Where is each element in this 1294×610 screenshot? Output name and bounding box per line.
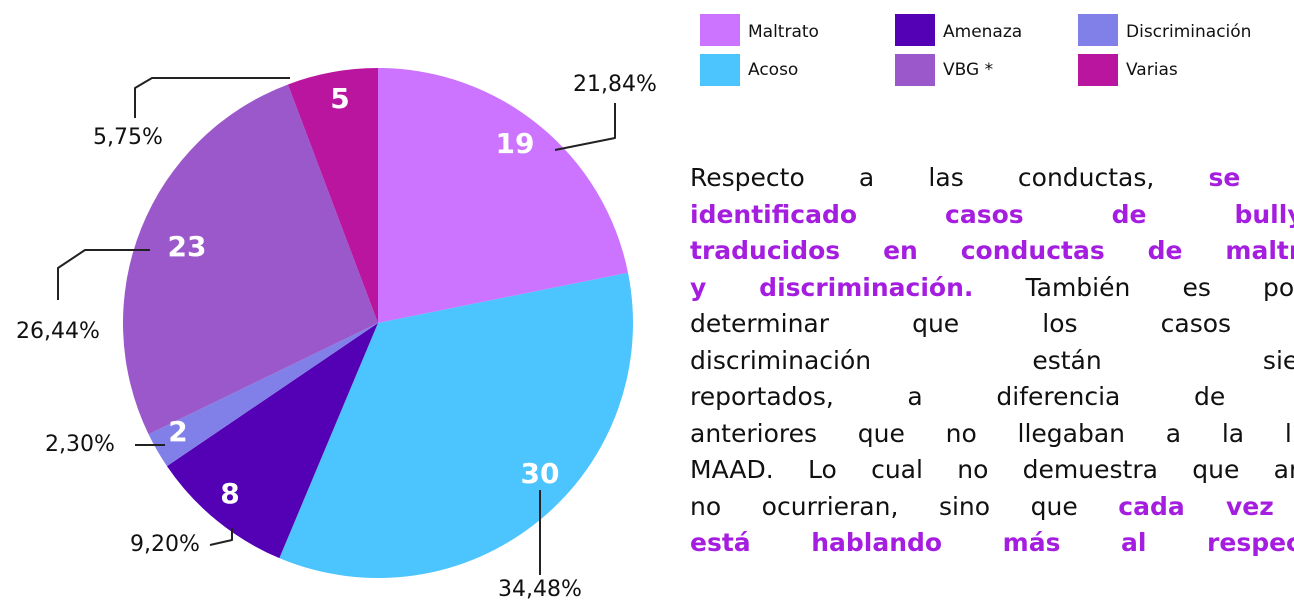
text: MAAD. Lo cual no demuestra que ante: [690, 455, 1294, 484]
slice-value-label: 23: [168, 230, 207, 263]
legend-label: Maltrato: [748, 22, 819, 42]
legend-swatch: [895, 14, 935, 46]
text-line: discriminación están siend: [690, 343, 1294, 380]
pie-slice: [378, 68, 628, 323]
highlight-text: y discriminación.: [690, 272, 974, 302]
text-line: anteriores que no llegaban a la líne: [690, 416, 1294, 453]
text-line: determinar que los casos p: [690, 306, 1294, 343]
percentage-label: 21,84%: [573, 72, 657, 97]
legend-swatch: [700, 14, 740, 46]
legend-swatch: [1078, 54, 1118, 86]
percentage-label: 26,44%: [16, 319, 100, 344]
slice-value-label: 19: [496, 127, 535, 160]
pie-slice: [148, 323, 378, 467]
percentage-label: 9,20%: [130, 532, 200, 557]
text: Respecto a las conductas,: [690, 163, 1209, 192]
text-line: y discriminación. También es posib: [690, 270, 1294, 307]
highlight-text: se ha: [1208, 163, 1294, 192]
text: anteriores que no llegaban a la líne: [690, 418, 1294, 448]
slice-value-label: 2: [168, 415, 187, 448]
highlight-text: traducidos en conductas de maltrat: [690, 236, 1294, 265]
text: determinar que los casos p: [690, 309, 1294, 338]
percentage-label: 5,75%: [93, 125, 163, 150]
text: discriminación están siend: [690, 345, 1294, 375]
highlight-text: está hablando más al respecto: [690, 528, 1294, 557]
highlight-text: identificado casos de bullyin: [690, 199, 1294, 229]
text: También es posib: [1025, 272, 1294, 302]
text-line: está hablando más al respecto: [690, 525, 1294, 562]
slice-value-label: 8: [220, 477, 239, 510]
pie-slice: [279, 272, 633, 578]
leader-line: [554, 103, 616, 151]
text-line: MAAD. Lo cual no demuestra que ante: [690, 452, 1294, 489]
legend-label: Varias: [1126, 60, 1178, 80]
text-line: identificado casos de bullyin: [690, 197, 1294, 234]
pie-slice: [123, 84, 379, 435]
legend-swatch: [1078, 14, 1118, 46]
legend-swatch: [700, 54, 740, 86]
pie-slice: [166, 323, 378, 559]
text-line: traducidos en conductas de maltrat: [690, 233, 1294, 270]
percentage-label: 2,30%: [45, 432, 115, 457]
slice-value-label: 30: [521, 457, 560, 490]
slice-value-label: 5: [330, 82, 349, 115]
legend-label: VBG *: [943, 60, 993, 80]
legend-label: Discriminación: [1126, 22, 1251, 42]
paragraph: Respecto a las conductas, se haidentific…: [690, 160, 1294, 562]
leader-line: [134, 77, 290, 118]
text-line: Respecto a las conductas, se ha: [690, 160, 1294, 197]
percentage-label: 34,48%: [498, 577, 582, 602]
pie-slice: [287, 68, 378, 323]
legend-swatch: [895, 54, 935, 86]
text: reportados, a diferencia de añ: [690, 382, 1294, 411]
text: no ocurrieran, sino que: [690, 491, 1119, 521]
legend-label: Acoso: [748, 60, 798, 80]
leader-line: [209, 528, 233, 546]
legend-label: Amenaza: [943, 22, 1022, 42]
leader-line: [57, 249, 150, 300]
text-line: no ocurrieran, sino que cada vez s: [690, 489, 1294, 526]
text-line: reportados, a diferencia de añ: [690, 379, 1294, 416]
highlight-text: cada vez s: [1118, 491, 1294, 521]
